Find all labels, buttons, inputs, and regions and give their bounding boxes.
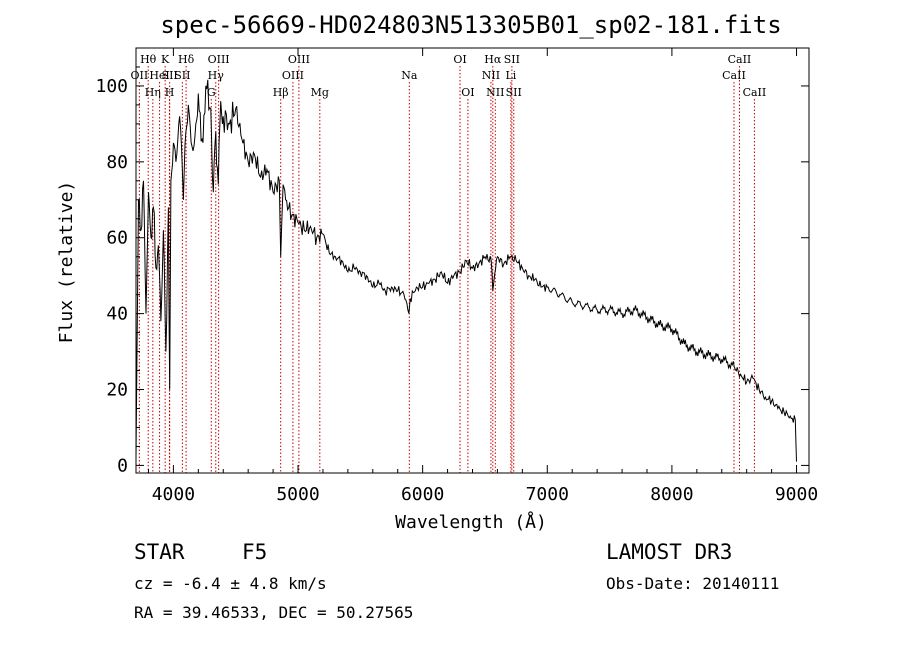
line-label-23: Li (505, 69, 516, 82)
y-tick-label-5: 100 (95, 76, 128, 97)
object-type: STAR (134, 540, 185, 564)
x-tick-label-4: 8000 (650, 484, 693, 505)
spectrum-line (135, 79, 797, 462)
line-label-0: Hθ (140, 53, 157, 66)
line-label-16: Na (401, 69, 418, 82)
x-tick-label-2: 6000 (401, 484, 444, 505)
line-label-9: OIII (208, 53, 230, 66)
line-label-11: G (207, 86, 216, 99)
x-tick-label-0: 4000 (152, 484, 195, 505)
line-label-22: SII (504, 53, 520, 66)
line-label-25: CaII (728, 53, 752, 66)
chart-title: spec-56669-HD024803N513305B01_sp02-181.f… (160, 11, 781, 39)
line-label-15: Mg (311, 86, 329, 99)
y-axis-label: Flux (relative) (56, 181, 77, 344)
line-label-20: NII (482, 69, 500, 82)
line-label-13: OIII (282, 69, 304, 82)
line-label-3: HeI (149, 69, 169, 82)
y-tick-label-2: 40 (106, 304, 128, 325)
observation-date: Obs-Date: 20140111 (606, 574, 780, 593)
x-tick-label-1: 5000 (276, 484, 319, 505)
line-label-2: Hη (145, 86, 161, 99)
x-tick-label-3: 7000 (526, 484, 569, 505)
line-label-12: Hβ (273, 86, 289, 99)
y-tick-label-3: 60 (106, 228, 128, 249)
line-label-7: Hδ (178, 53, 195, 66)
y-tick-label-1: 20 (106, 380, 128, 401)
line-label-8: SII (174, 69, 190, 82)
x-tick-label-5: 9000 (775, 484, 818, 505)
redshift-velocity: cz = -6.4 ± 4.8 km/s (134, 574, 327, 593)
line-label-24: SII (506, 86, 522, 99)
survey-name: LAMOST DR3 (606, 540, 733, 564)
y-axis-ticks: 0 20 40 60 80 100 (95, 47, 809, 476)
line-label-10: Hγ (208, 69, 225, 82)
line-label-14: OIII (288, 53, 310, 66)
y-tick-label-0: 0 (117, 455, 128, 476)
spectral-line-markers (138, 66, 755, 473)
line-label-19: Hα (484, 53, 502, 66)
line-label-17: OI (453, 53, 466, 66)
line-label-26: CaII (722, 69, 746, 82)
line-label-1: OII (131, 69, 149, 82)
line-label-18: OI (461, 86, 474, 99)
y-tick-label-4: 80 (106, 152, 128, 173)
x-axis-ticks: 4000 5000 6000 7000 8000 9000 (147, 48, 818, 505)
line-label-4: K (161, 53, 170, 66)
line-label-21: NII (486, 86, 504, 99)
line-label-5: SII (162, 69, 178, 82)
coordinates: RA = 39.46533, DEC = 50.27565 (134, 603, 414, 622)
x-axis-label: Wavelength (Å) (395, 511, 547, 533)
spectral-subclass: F5 (242, 540, 268, 564)
line-label-6: H (165, 86, 175, 99)
line-label-27: CaII (743, 86, 767, 99)
